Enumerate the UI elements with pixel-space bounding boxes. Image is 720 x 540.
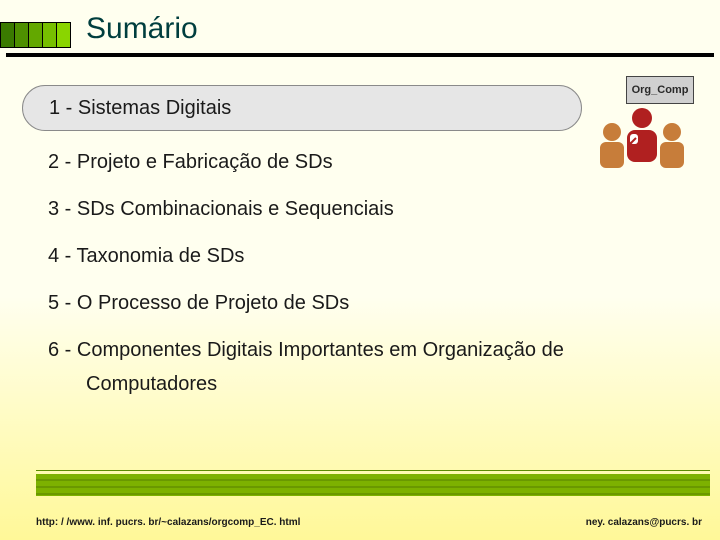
- board-label: Org_Comp: [626, 76, 694, 104]
- block: [56, 22, 71, 48]
- footer-email: ney. calazans@pucrs. br: [586, 517, 702, 528]
- footer-url: http: / /www. inf. pucrs. br/~calazans/o…: [36, 517, 300, 528]
- list-item-line1: 6 - Componentes Digitais Importantes em …: [48, 336, 680, 364]
- highlighted-topic-text: 1 - Sistemas Digitais: [49, 97, 231, 120]
- highlighted-topic: 1 - Sistemas Digitais: [22, 85, 582, 131]
- page-title: Sumário: [86, 12, 198, 46]
- list-item: 6 - Componentes Digitais Importantes em …: [48, 336, 680, 398]
- block: [42, 22, 57, 48]
- title-underline: [6, 53, 714, 57]
- block: [28, 22, 43, 48]
- list-item: 2 - Projeto e Fabricação de SDs: [48, 148, 680, 176]
- footer-band: [36, 470, 710, 498]
- list-item: 4 - Taxonomia de SDs: [48, 242, 680, 270]
- block: [0, 22, 15, 48]
- list-item: 5 - O Processo de Projeto de SDs: [48, 289, 680, 317]
- header-blocks: [0, 22, 70, 48]
- list-item-line2: Computadores: [48, 370, 680, 398]
- topic-list: 2 - Projeto e Fabricação de SDs 3 - SDs …: [48, 148, 680, 417]
- block: [14, 22, 29, 48]
- list-item: 3 - SDs Combinacionais e Sequenciais: [48, 195, 680, 223]
